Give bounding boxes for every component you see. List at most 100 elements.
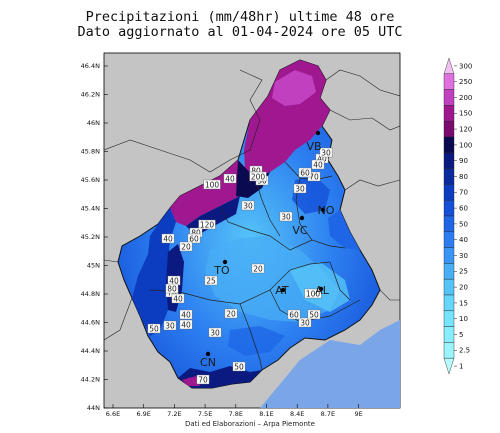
svg-text:70: 70 bbox=[198, 376, 208, 385]
lon-tick-label: 8.7E bbox=[321, 410, 335, 418]
lat-tick-label: 46.4N bbox=[81, 62, 100, 70]
map-title: Precipitazioni (mm/48hr) ultime 48 ore bbox=[85, 9, 395, 25]
lat-tick-label: 44.2N bbox=[81, 376, 100, 384]
svg-text:40: 40 bbox=[225, 175, 235, 184]
colorbar-label: 70 bbox=[459, 189, 468, 197]
svg-text:VC: VC bbox=[292, 224, 308, 237]
colorbar-swatch bbox=[443, 168, 455, 185]
svg-text:VB: VB bbox=[306, 140, 321, 153]
colorbar-swatch bbox=[443, 215, 455, 233]
city-cn: CN bbox=[200, 351, 216, 369]
lat-tick-label: 44N bbox=[87, 404, 100, 412]
colorbar-label: 80 bbox=[459, 173, 468, 181]
svg-text:60: 60 bbox=[189, 235, 199, 244]
lat-tick-label: 45N bbox=[87, 262, 100, 270]
station-value: 40 bbox=[223, 173, 237, 184]
colorbar: 3002502001501201009080706050403025201510… bbox=[443, 57, 472, 375]
city-at: AT bbox=[275, 284, 289, 297]
lon-tick-label: 8.1E bbox=[259, 410, 273, 418]
svg-text:70: 70 bbox=[309, 173, 319, 182]
colorbar-swatch bbox=[443, 120, 455, 138]
svg-text:30: 30 bbox=[321, 149, 331, 158]
city-vb: VB bbox=[306, 130, 322, 153]
colorbar-label: 20 bbox=[459, 284, 468, 292]
svg-text:20: 20 bbox=[181, 243, 191, 252]
station-value: 40 bbox=[311, 159, 325, 170]
svg-text:AL: AL bbox=[315, 284, 330, 297]
svg-text:40: 40 bbox=[169, 277, 179, 286]
colorbar-label: 25 bbox=[459, 268, 468, 276]
colorbar-label: 2.5 bbox=[459, 347, 470, 355]
svg-text:30: 30 bbox=[281, 213, 291, 222]
colorbar-swatch bbox=[443, 105, 455, 122]
station-value: 120 bbox=[198, 219, 216, 230]
svg-text:30: 30 bbox=[300, 319, 310, 328]
svg-text:40: 40 bbox=[173, 295, 183, 304]
colorbar-swatch bbox=[443, 279, 455, 296]
svg-text:200: 200 bbox=[251, 173, 266, 182]
colorbar-swatch bbox=[443, 184, 455, 201]
svg-text:80: 80 bbox=[251, 167, 261, 176]
lat-tick-label: 46.2N bbox=[81, 91, 100, 99]
sea-area bbox=[260, 320, 400, 408]
svg-text:100: 100 bbox=[205, 181, 220, 190]
colorbar-label: 30 bbox=[459, 252, 468, 260]
station-values: 1004080302007030604030401208060402025203… bbox=[147, 147, 333, 385]
colorbar-swatch bbox=[443, 89, 455, 106]
lat-tick-label: 44.8N bbox=[81, 290, 100, 298]
colorbar-label: 5 bbox=[459, 331, 463, 339]
svg-text:30: 30 bbox=[210, 329, 220, 338]
station-value: 30 bbox=[298, 317, 312, 328]
city-markers: VB NO VC TO AT AL CN bbox=[200, 130, 335, 369]
station-value: 100 bbox=[203, 179, 221, 190]
colorbar-swatch bbox=[443, 199, 455, 217]
station-value: 30 bbox=[163, 320, 177, 331]
station-value: 20 bbox=[251, 263, 265, 274]
station-value: 40 bbox=[179, 309, 193, 320]
station-value: 30 bbox=[279, 211, 293, 222]
svg-text:60: 60 bbox=[300, 169, 310, 178]
colorbar-swatch bbox=[443, 358, 455, 375]
colorbar-label: 50 bbox=[459, 220, 468, 228]
city-vc: VC bbox=[292, 215, 308, 237]
svg-text:40: 40 bbox=[181, 311, 191, 320]
lon-tick-label: 7.5E bbox=[198, 410, 212, 418]
svg-text:20: 20 bbox=[253, 265, 263, 274]
svg-text:80: 80 bbox=[167, 285, 177, 294]
lat-tick-label: 44.6N bbox=[81, 319, 100, 327]
colorbar-label: 200 bbox=[459, 94, 472, 102]
province-boundaries bbox=[149, 161, 361, 371]
lon-tick-label: 6.9E bbox=[136, 410, 150, 418]
svg-text:40: 40 bbox=[181, 321, 191, 330]
svg-text:50: 50 bbox=[309, 311, 319, 320]
colorbar-label: 1 bbox=[459, 363, 463, 371]
colorbar-label: 250 bbox=[459, 78, 472, 86]
svg-text:30: 30 bbox=[295, 185, 305, 194]
colorbar-swatch bbox=[443, 263, 455, 280]
colorbar-label: 40 bbox=[459, 236, 468, 244]
station-value: 50 bbox=[147, 323, 161, 334]
svg-text:50: 50 bbox=[234, 363, 244, 372]
colorbar-swatch bbox=[443, 73, 455, 90]
map-subtitle: Dato aggiornato al 01-04-2024 ore 05 UTC bbox=[77, 24, 403, 40]
svg-text:30: 30 bbox=[165, 322, 175, 331]
svg-text:TO: TO bbox=[213, 264, 230, 277]
svg-text:60: 60 bbox=[289, 311, 299, 320]
station-value: 100 bbox=[304, 288, 322, 299]
station-value: 60 bbox=[287, 309, 301, 320]
colorbar-label: 15 bbox=[459, 299, 468, 307]
lat-tick-label: 46N bbox=[87, 119, 100, 127]
station-value: 25 bbox=[204, 275, 218, 286]
svg-text:40: 40 bbox=[163, 235, 173, 244]
city-to: TO bbox=[213, 259, 230, 277]
lat-tick-label: 44.4N bbox=[81, 347, 100, 355]
lat-tick-label: 45.8N bbox=[81, 148, 100, 156]
colorbar-label: 300 bbox=[459, 62, 472, 70]
station-value: 50 bbox=[307, 309, 321, 320]
colorbar-swatch bbox=[443, 247, 455, 264]
colorbar-label: 10 bbox=[459, 315, 468, 323]
station-value: 20 bbox=[224, 308, 238, 319]
longitude-axis: 6.6E 6.9E 7.2E 7.5E 7.8E 8.1E 8.4E 8.7E 9E bbox=[106, 404, 363, 418]
lon-tick-label: 6.6E bbox=[106, 410, 120, 418]
station-value: 20 bbox=[179, 241, 193, 252]
